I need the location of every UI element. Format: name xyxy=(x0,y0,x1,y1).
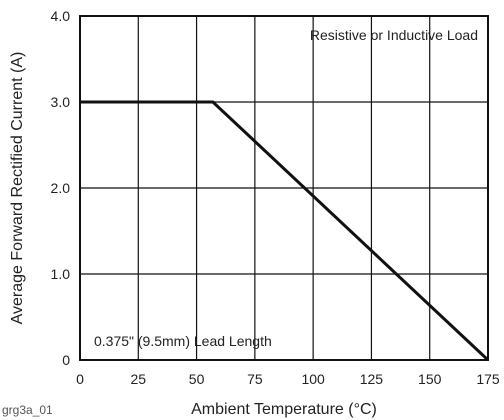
x-tick-labels: 0 25 50 75 100 125 150 175 xyxy=(76,371,500,387)
y-tick-labels: 0 1.0 2.0 3.0 4.0 xyxy=(51,8,71,368)
y-axis-label: Average Forward Rectified Current (A) xyxy=(9,52,26,325)
x-axis-label: Ambient Temperature (°C) xyxy=(191,401,377,418)
y-tick-label: 4.0 xyxy=(51,8,71,24)
x-tick-label: 100 xyxy=(301,371,325,387)
annotation-lead-length: 0.375" (9.5mm) Lead Length xyxy=(94,333,272,349)
x-tick-label: 50 xyxy=(189,371,205,387)
x-tick-label: 125 xyxy=(360,371,384,387)
series-line xyxy=(80,100,490,362)
figure-id: grg3a_01 xyxy=(2,403,53,417)
x-tick-label: 25 xyxy=(130,371,146,387)
x-tick-label: 75 xyxy=(247,371,263,387)
y-tick-label: 2.0 xyxy=(51,180,71,196)
y-tick-label: 3.0 xyxy=(51,94,71,110)
x-tick-label: 150 xyxy=(418,371,442,387)
annotation-load-type: Resistive or Inductive Load xyxy=(310,27,478,43)
y-tick-label: 1.0 xyxy=(51,266,71,282)
plot-frame xyxy=(79,15,489,361)
grid xyxy=(79,15,489,361)
y-tick-label: 0 xyxy=(62,352,70,368)
x-tick-label: 175 xyxy=(476,371,500,387)
x-tick-label: 0 xyxy=(76,371,84,387)
series-layer xyxy=(80,100,490,362)
